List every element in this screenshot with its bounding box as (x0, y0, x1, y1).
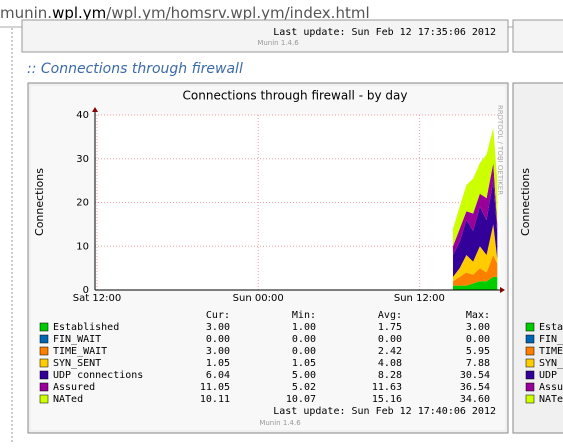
legend-swatch (39, 394, 49, 404)
legend-value: 5.00 (292, 370, 316, 381)
legend-value: 10.11 (200, 394, 230, 405)
right-panel (512, 82, 563, 434)
legend-label: NATed (53, 394, 83, 405)
x-arrow (500, 287, 505, 293)
legend-column-header: Cur: (206, 310, 230, 321)
right-legend-swatch (525, 346, 535, 356)
legend-value: 4.08 (378, 358, 402, 369)
y-tick-label: 20 (76, 198, 89, 209)
legend-value: 8.28 (378, 370, 402, 381)
legend-swatch (39, 382, 49, 392)
y-axis-label: Connections (33, 168, 46, 236)
legend-value: 5.02 (292, 382, 316, 393)
x-tick-label: Sun 00:00 (233, 293, 284, 304)
previous-panel (21, 19, 509, 53)
right-legend-label: NATe (539, 394, 563, 405)
legend-value: 3.00 (206, 322, 230, 333)
right-legend-swatch (525, 358, 535, 368)
legend-value: 0.00 (292, 334, 316, 345)
area (452, 128, 498, 247)
area (452, 255, 498, 286)
legend-value: 11.05 (200, 382, 230, 393)
y-arrow (92, 107, 98, 112)
legend-value: 36.54 (460, 382, 490, 393)
url-prefix: munin. (0, 4, 52, 22)
right-legend-swatch (525, 334, 535, 344)
url[interactable]: munin.wpl.ym/wpl.ym/homsrv.wpl.ym/index.… (0, 4, 370, 22)
legend-label: FIN_WAIT (53, 334, 101, 345)
version: Munin 1.4.6 (259, 419, 301, 427)
x-tick-label: Sun 12:00 (394, 293, 445, 304)
legend-value: 10.07 (286, 394, 316, 405)
plot-area (95, 115, 500, 290)
right-legend-label: Assu (539, 382, 563, 393)
legend-swatch (39, 370, 49, 380)
legend: Cur: Min: Avg: Max: Established 3.00 1.00 1.75 3… (39, 310, 490, 405)
section-title[interactable]: :: Connections through firewall (27, 61, 243, 77)
right-legend-label: FIN_ (539, 334, 563, 345)
plot: 0 10 20 30 40 Sat 12:00 Sun 00:00 Sun 12:00 (73, 110, 500, 304)
right-legend-swatch (525, 382, 535, 392)
previous-last-update: Last update: Sun Feb 12 17:35:06 2012 (273, 27, 496, 38)
area (452, 163, 498, 255)
watermark: RRDTOOL / TOBI OETIKER (496, 105, 504, 195)
legend-value: 30.54 (460, 370, 490, 381)
right-legend-swatch (525, 322, 535, 332)
right-legend-swatch (525, 394, 535, 404)
last-update: Last update: Sun Feb 12 17:40:06 2012 (273, 406, 496, 417)
legend-label: TIME_WAIT (53, 346, 107, 357)
legend-value: 1.05 (206, 358, 230, 369)
legend-value: 0.00 (378, 334, 402, 345)
legend-value: 0.00 (466, 334, 490, 345)
legend-value: 2.42 (378, 346, 402, 357)
legend-value: 15.16 (372, 394, 402, 405)
legend-value: 0.00 (206, 334, 230, 345)
area (452, 276, 498, 290)
legend-value: 11.63 (372, 382, 402, 393)
previous-right-panel (512, 19, 563, 53)
right-y-axis-label: Connections (519, 168, 532, 236)
y-tick-label: 0 (83, 285, 89, 296)
legend-swatch (39, 322, 49, 332)
area (452, 224, 498, 282)
legend-value: 7.88 (466, 358, 490, 369)
x-tick-label: Sat 12:00 (73, 293, 121, 304)
legend-column-header: Max: (466, 310, 490, 321)
legend-label: SYN_SENT (53, 358, 101, 369)
y-tick-label: 40 (76, 110, 89, 121)
legend-value: 0.00 (292, 346, 316, 357)
chart-title: Connections through firewall - by day (183, 89, 408, 103)
legend-label: Assured (53, 382, 95, 393)
legend-label: Established (53, 322, 119, 333)
legend-value: 5.95 (466, 346, 490, 357)
right-legend-label: TIME (539, 346, 563, 357)
previous-version: Munin 1.4.6 (257, 39, 299, 47)
legend-value: 6.04 (206, 370, 230, 381)
y-tick-label: 30 (76, 154, 89, 165)
legend-swatch (39, 358, 49, 368)
right-legend-swatch (525, 370, 535, 380)
legend-swatch (39, 334, 49, 344)
url-path: /wpl.ym/homsrv.wpl.ym/index.html (106, 4, 369, 22)
legend-value: 1.05 (292, 358, 316, 369)
right-legend-label: SYN_ (539, 358, 563, 369)
legend-column-header: Avg: (378, 310, 402, 321)
legend-value: 3.00 (206, 346, 230, 357)
legend-column-header: Min: (292, 310, 316, 321)
area (452, 180, 498, 277)
y-tick-label: 10 (76, 241, 89, 252)
legend-value: 1.75 (378, 322, 402, 333)
legend-label: UDP connections (53, 370, 143, 381)
legend-swatch (39, 346, 49, 356)
legend-value: 1.00 (292, 322, 316, 333)
legend-value: 34.60 (460, 394, 490, 405)
legend-value: 3.00 (466, 322, 490, 333)
url-domain: wpl.ym (52, 4, 106, 22)
right-legend-label: Esta (539, 322, 563, 333)
right-legend-label: UDP (539, 370, 557, 381)
